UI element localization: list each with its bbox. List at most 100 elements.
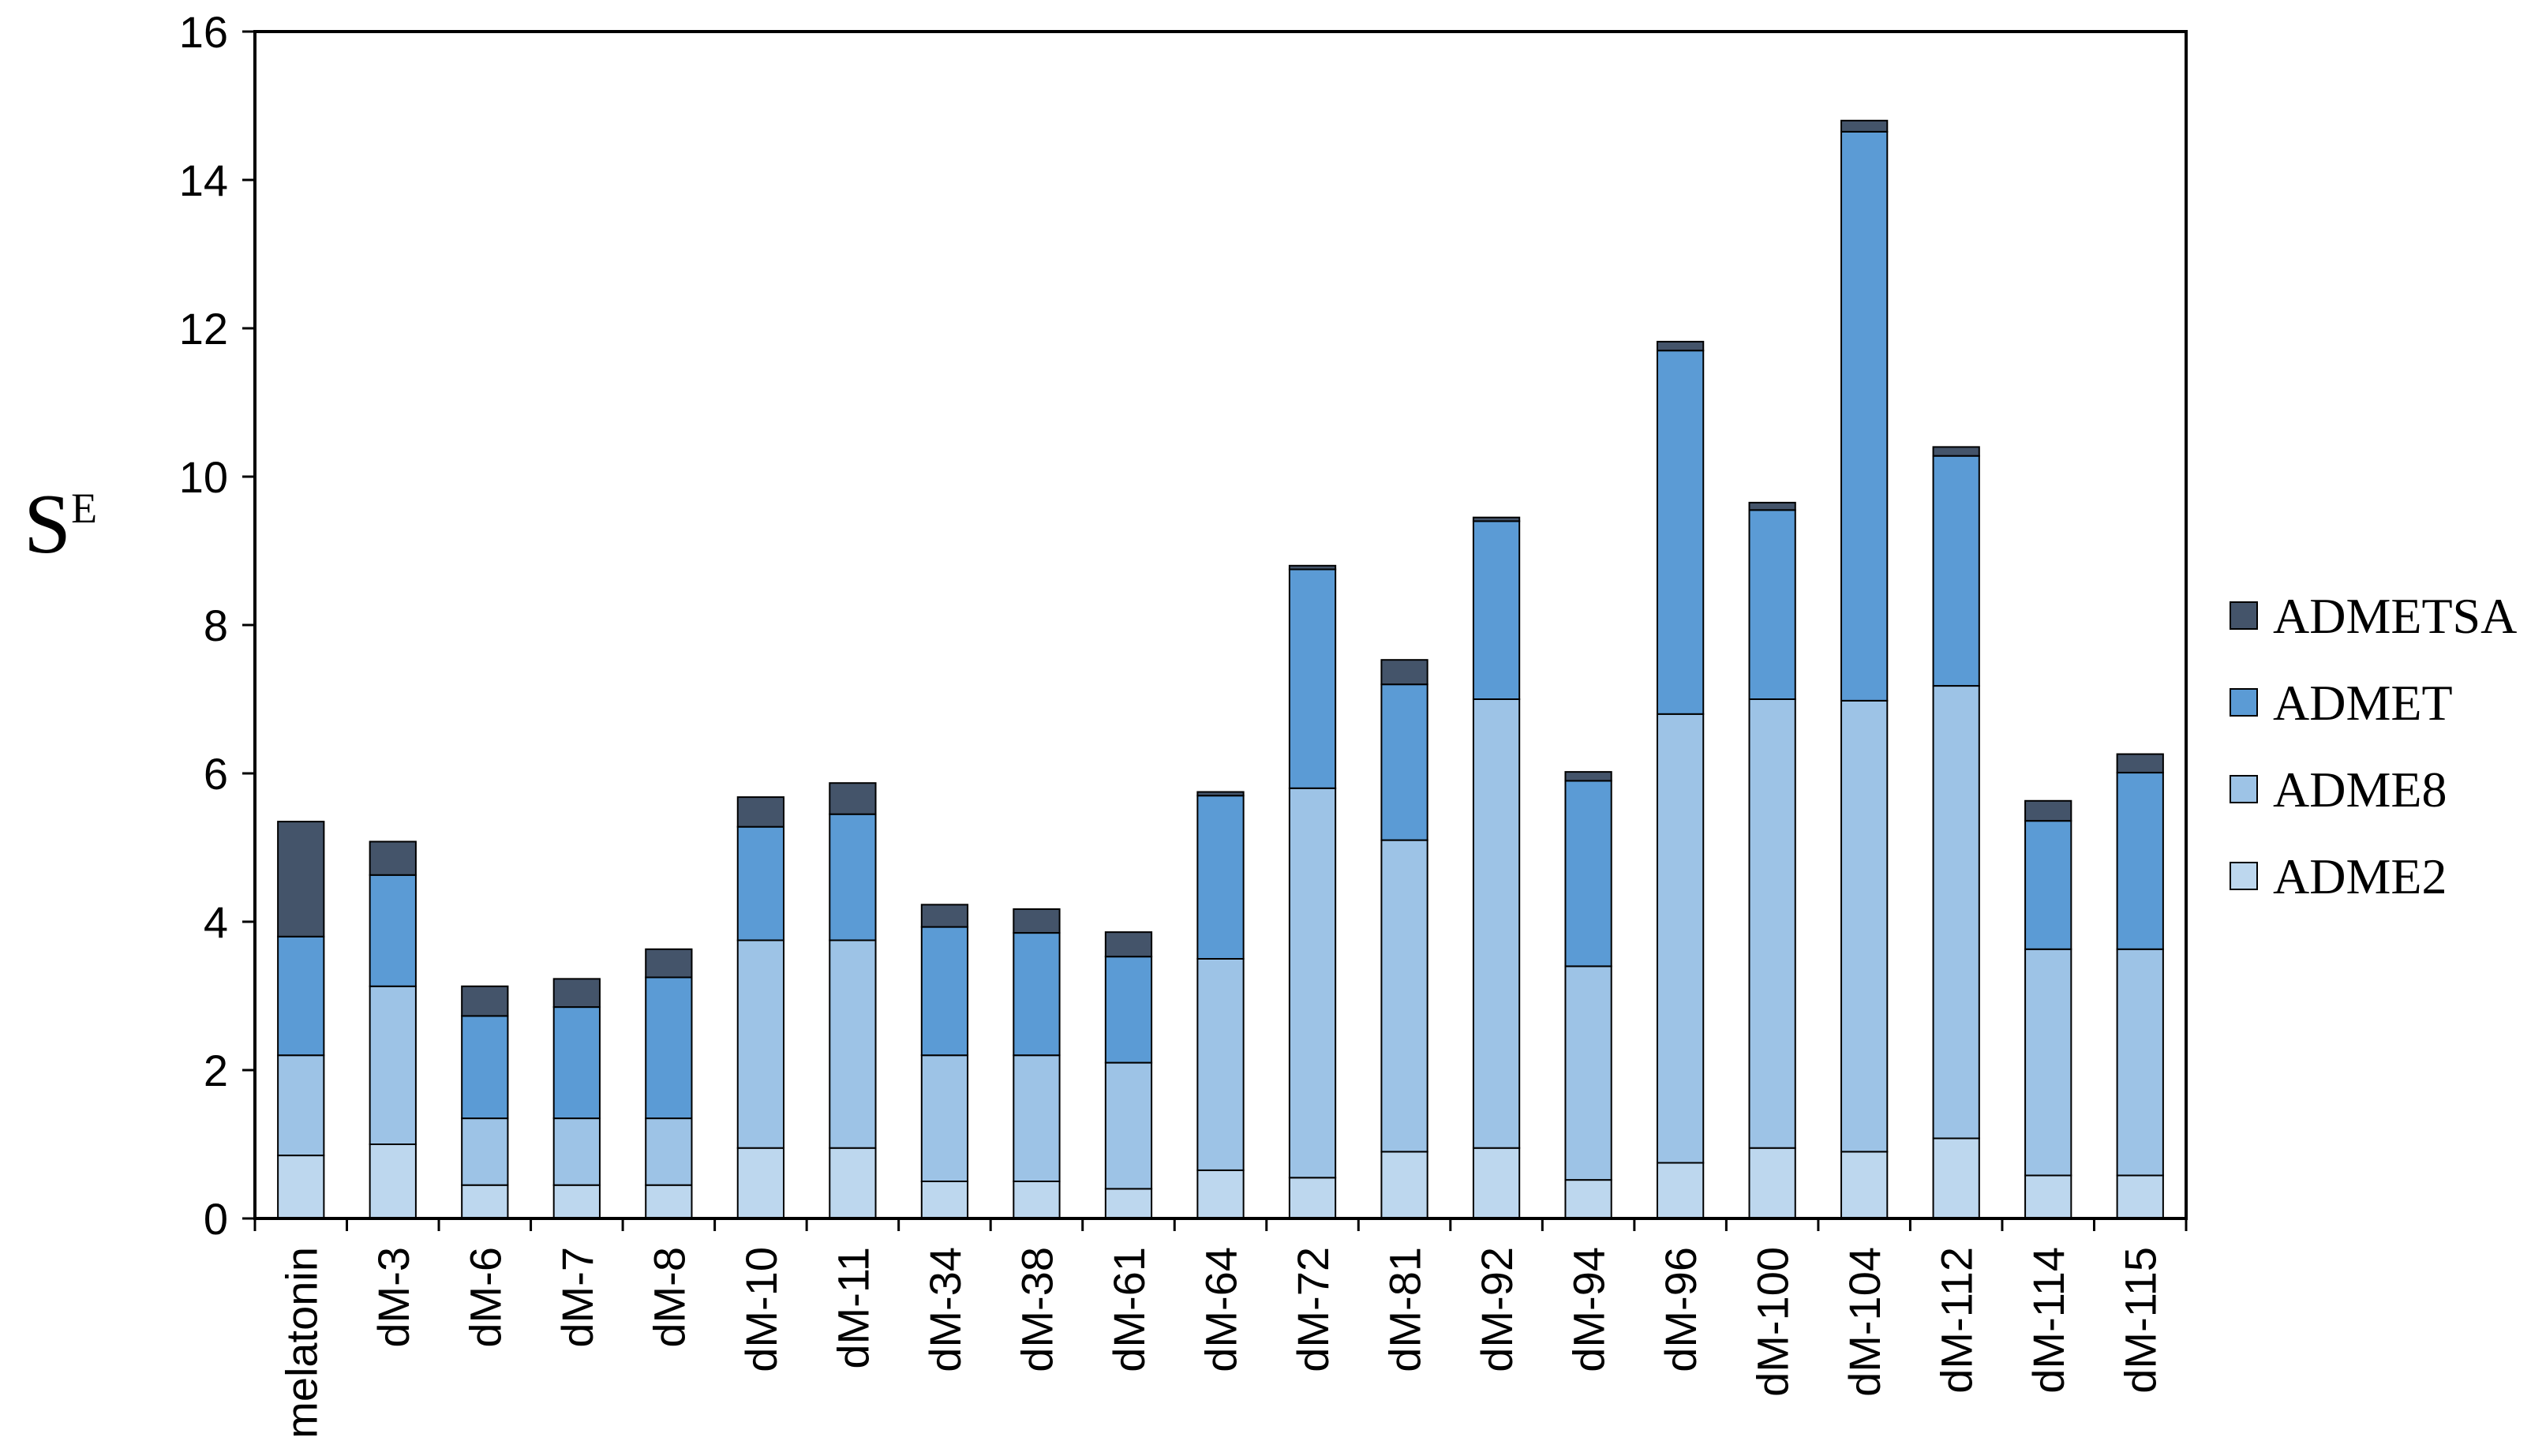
bar-segment-adme2 [461, 1184, 509, 1219]
bar-segment-admetsa [1932, 446, 1980, 457]
bar-segment-adme8 [1840, 699, 1889, 1153]
legend: ADMETSA ADMET ADME8 ADME2 [2230, 588, 2517, 904]
bar-segment-adme2 [1472, 1147, 1521, 1219]
bar-segment-adme8 [1748, 698, 1796, 1149]
bar-segment-adme8 [2116, 948, 2164, 1177]
bar-segment-adme8 [736, 939, 785, 1149]
bar-segment-adme8 [1288, 787, 1337, 1179]
x-tick-label: melatonin [276, 1247, 326, 1439]
legend-swatch [2230, 862, 2258, 890]
bar-segment-adme2 [920, 1181, 969, 1219]
legend-entry-adme2: ADME2 [2230, 848, 2447, 904]
legend-entry-adme8: ADME8 [2230, 762, 2447, 818]
bar-stack-dM-11 [829, 782, 877, 1219]
bar-segment-adme2 [829, 1147, 877, 1219]
bar-stack-dM-112 [1932, 446, 1980, 1219]
bar-segment-adme8 [1472, 698, 1521, 1149]
x-tick-label: dM-96 [1656, 1247, 1705, 1372]
bar-segment-admet [461, 1015, 509, 1120]
bar-segment-admetsa [277, 821, 325, 938]
bar-segment-admet [1656, 350, 1705, 715]
bar-segment-admet [369, 874, 417, 987]
x-tick-label: dM-92 [1472, 1247, 1522, 1372]
bar-segment-adme2 [1656, 1162, 1705, 1219]
x-tick-label: dM-6 [460, 1247, 510, 1348]
bar-segment-adme8 [1013, 1054, 1061, 1182]
bar-segment-adme2 [277, 1155, 325, 1219]
legend-entry-admet: ADMET [2230, 675, 2453, 731]
y-tick-label: 10 [179, 452, 228, 502]
bar-segment-adme8 [277, 1054, 325, 1157]
bar-stack-dM-72 [1288, 564, 1337, 1220]
bar-segment-admetsa [1380, 659, 1428, 686]
bar-segment-admet [2116, 772, 2164, 950]
legend-swatch [2230, 775, 2258, 803]
bar-segment-admetsa [2024, 799, 2072, 822]
x-tick-label: dM-10 [736, 1247, 786, 1372]
bar-segment-adme8 [1196, 958, 1245, 1171]
x-tick-label: dM-8 [644, 1247, 694, 1348]
bar-segment-admet [277, 935, 325, 1057]
y-axis-label-superscript: E [71, 485, 97, 532]
bar-stack-dM-94 [1564, 771, 1612, 1219]
bar-segment-adme8 [829, 939, 877, 1149]
bar-stack-dM-104 [1840, 119, 1889, 1220]
legend-entry-admetsa: ADMETSA [2230, 588, 2517, 644]
bar-stack-melatonin [277, 821, 325, 1219]
legend-label: ADMET [2273, 675, 2453, 731]
x-tick-label: dM-81 [1380, 1247, 1430, 1372]
bar-stack-dM-64 [1196, 791, 1245, 1220]
bar-segment-admet [1288, 568, 1337, 789]
bar-segment-adme8 [1564, 965, 1612, 1181]
x-tick-label: dM-72 [1288, 1247, 1338, 1372]
x-tick-label: dM-3 [369, 1247, 418, 1348]
bars-layer [277, 119, 2164, 1220]
legend-label: ADME8 [2273, 762, 2447, 818]
bar-segment-admet [1196, 795, 1245, 960]
bar-segment-adme2 [1196, 1169, 1245, 1220]
bar-segment-adme8 [2024, 948, 2072, 1177]
bar-stack-dM-3 [369, 840, 417, 1219]
bar-segment-adme8 [461, 1117, 509, 1186]
bar-stack-dM-8 [645, 948, 693, 1219]
bar-segment-admetsa [1564, 771, 1612, 782]
bar-segment-admetsa [829, 782, 877, 815]
y-axis-label-main: S [24, 477, 71, 571]
bar-segment-admet [920, 926, 969, 1057]
x-tick-label: dM-100 [1748, 1247, 1798, 1397]
bar-segment-adme2 [1564, 1179, 1612, 1219]
x-tick-label: dM-115 [2116, 1247, 2166, 1394]
bar-segment-admet [736, 825, 785, 941]
bar-segment-adme8 [920, 1054, 969, 1182]
bar-segment-adme2 [736, 1147, 785, 1219]
bar-stack-dM-6 [461, 985, 509, 1219]
bar-segment-admet [1380, 683, 1428, 841]
bar-segment-admetsa [1656, 340, 1705, 352]
x-tick-label: dM-94 [1564, 1247, 1614, 1372]
bar-segment-admetsa [645, 948, 693, 979]
bar-segment-admetsa [461, 985, 509, 1017]
x-tick-label: dM-61 [1104, 1247, 1154, 1372]
bar-segment-adme8 [369, 985, 417, 1146]
bar-segment-admet [2024, 820, 2072, 950]
bar-segment-adme8 [1932, 685, 1980, 1140]
bar-segment-admetsa [1840, 119, 1889, 133]
bar-segment-admetsa [552, 978, 601, 1009]
bar-segment-admet [552, 1006, 601, 1120]
bar-segment-admetsa [736, 796, 785, 828]
bar-segment-adme2 [1380, 1151, 1428, 1220]
x-tick-label: dM-38 [1012, 1247, 1061, 1372]
bar-segment-admetsa [369, 840, 417, 876]
x-tick-label: dM-104 [1840, 1247, 1889, 1397]
bar-segment-adme2 [1104, 1188, 1153, 1220]
bar-segment-admetsa [1013, 908, 1061, 934]
x-tick-label: dM-64 [1196, 1247, 1246, 1372]
bar-stack-dM-34 [920, 904, 969, 1219]
y-tick-label: 6 [204, 749, 228, 799]
bar-stack-dM-10 [736, 796, 785, 1219]
x-tick-label: dM-11 [828, 1247, 878, 1369]
y-tick-label: 16 [179, 7, 228, 57]
bar-stack-dM-96 [1656, 340, 1705, 1219]
bar-segment-admetsa [1748, 501, 1796, 511]
bar-segment-adme8 [552, 1117, 601, 1186]
